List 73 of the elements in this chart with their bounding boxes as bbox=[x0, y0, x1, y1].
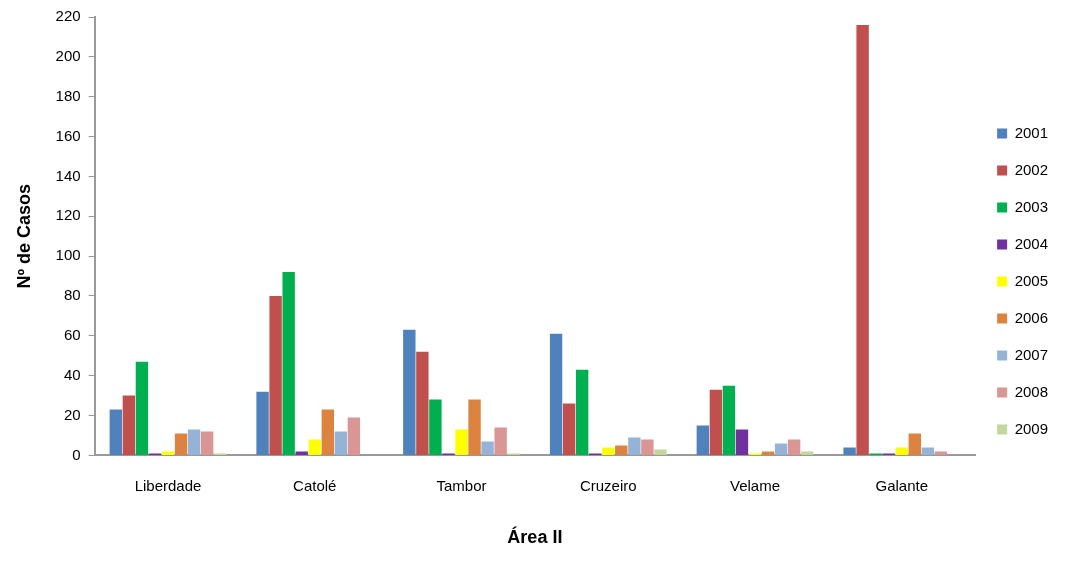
bar bbox=[468, 399, 481, 455]
bar bbox=[602, 447, 615, 455]
y-axis-title: Nº de Casos bbox=[13, 183, 34, 289]
bar bbox=[122, 395, 136, 455]
bar bbox=[416, 351, 429, 455]
bar bbox=[615, 445, 628, 455]
bar bbox=[800, 451, 814, 455]
y-tick-label: 20 bbox=[63, 405, 81, 423]
x-tick-label: Galante bbox=[875, 476, 929, 494]
bar bbox=[174, 433, 188, 455]
legend-label: 2003 bbox=[1014, 197, 1049, 215]
bar bbox=[654, 449, 667, 455]
bar bbox=[628, 437, 641, 455]
bar bbox=[787, 439, 801, 455]
bar bbox=[269, 295, 282, 455]
legend-label: 2004 bbox=[1014, 234, 1049, 252]
bar bbox=[774, 443, 788, 455]
bar bbox=[256, 391, 269, 455]
bar bbox=[187, 429, 201, 455]
bar bbox=[455, 429, 468, 455]
legend-label: 2008 bbox=[1014, 382, 1049, 400]
bar bbox=[161, 451, 175, 455]
bar bbox=[308, 439, 321, 455]
y-tick-label: 120 bbox=[55, 206, 81, 224]
bar bbox=[429, 399, 442, 455]
bar bbox=[709, 389, 723, 455]
bar bbox=[494, 427, 507, 455]
x-tick-label: Tambor bbox=[436, 476, 487, 494]
x-tick-label: Velame bbox=[729, 476, 781, 494]
y-tick-label: 180 bbox=[55, 86, 81, 104]
bar bbox=[856, 24, 869, 455]
y-tick-label: 140 bbox=[55, 166, 81, 184]
legend-label: 2005 bbox=[1014, 271, 1049, 289]
legend-label: 2006 bbox=[1014, 308, 1049, 326]
bar bbox=[481, 441, 494, 455]
bar bbox=[575, 369, 589, 455]
bar bbox=[334, 431, 348, 455]
y-tick-label: 80 bbox=[63, 286, 81, 304]
x-axis-title: Área II bbox=[507, 526, 563, 548]
legend-label: 2009 bbox=[1014, 419, 1049, 437]
x-tick-label: Liberdade bbox=[134, 476, 202, 494]
x-tick-label: Catolé bbox=[293, 476, 337, 494]
y-tick-label: 100 bbox=[55, 246, 81, 264]
bar bbox=[921, 447, 935, 455]
y-tick-label: 60 bbox=[63, 325, 81, 343]
y-tick-label: 200 bbox=[55, 47, 81, 64]
legend-label: 2007 bbox=[1014, 345, 1049, 363]
bar bbox=[562, 403, 576, 455]
bar bbox=[200, 431, 214, 455]
bar bbox=[934, 451, 948, 455]
legend-label: 2002 bbox=[1014, 160, 1049, 178]
bar bbox=[761, 451, 775, 455]
bar bbox=[908, 433, 921, 455]
y-tick-label: 40 bbox=[63, 365, 81, 383]
bar bbox=[843, 447, 856, 455]
bar bbox=[321, 409, 334, 455]
bar bbox=[282, 272, 295, 455]
y-tick-label: 0 bbox=[72, 445, 81, 463]
bar bbox=[549, 333, 563, 455]
bar bbox=[403, 329, 416, 455]
bar bbox=[109, 409, 123, 455]
bar bbox=[135, 361, 149, 455]
bar bbox=[895, 447, 908, 455]
bar bbox=[696, 425, 710, 455]
bar bbox=[641, 439, 654, 455]
x-tick-label: Cruzeiro bbox=[579, 476, 637, 494]
bar bbox=[295, 451, 308, 455]
bar bbox=[722, 385, 736, 455]
y-tick-label: 160 bbox=[55, 126, 81, 144]
bar bbox=[735, 429, 749, 455]
legend-label: 2001 bbox=[1014, 123, 1049, 141]
bar bbox=[347, 417, 361, 455]
y-tick-label: 220 bbox=[55, 7, 81, 25]
